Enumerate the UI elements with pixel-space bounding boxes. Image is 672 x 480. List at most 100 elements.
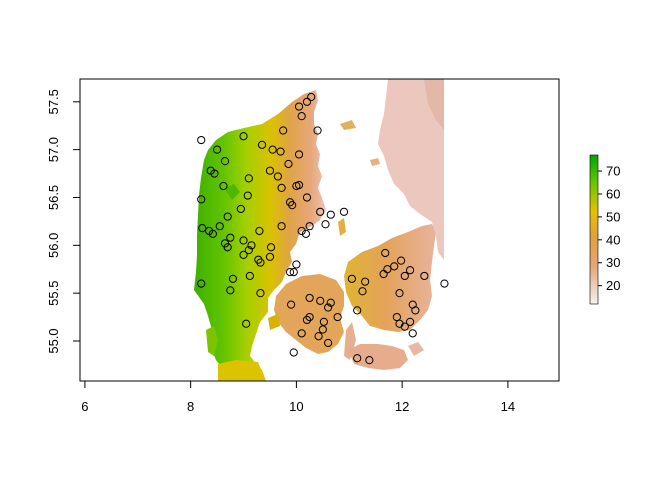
als-raster: [268, 314, 280, 330]
station-point: [210, 169, 219, 178]
y-tick-label: 55.0: [46, 328, 61, 353]
station-point: [395, 289, 404, 298]
station-point: [405, 317, 415, 326]
colorbar-tick-label: 60: [606, 186, 620, 201]
station-point: [339, 207, 349, 216]
x-tick-label: 12: [395, 399, 409, 414]
station-point: [302, 315, 312, 325]
station-point: [197, 195, 206, 204]
station-point: [205, 226, 214, 236]
station-point: [326, 298, 335, 307]
station-point: [273, 172, 282, 181]
station-point: [215, 222, 224, 231]
station-point: [316, 296, 325, 305]
station-point: [244, 246, 253, 255]
station-point: [288, 201, 297, 210]
lolland-raster: [348, 344, 408, 370]
x-tick-label: 14: [501, 399, 515, 414]
station-point: [307, 92, 316, 102]
station-point: [223, 212, 232, 221]
station-point: [440, 279, 449, 288]
colorbar-ramp: [589, 154, 599, 305]
station-points: [197, 92, 449, 365]
station-point: [223, 243, 232, 252]
station-point: [197, 135, 206, 145]
station-point: [289, 268, 298, 277]
station-point: [390, 262, 399, 271]
station-point: [319, 317, 328, 326]
station-point: [256, 289, 265, 298]
station-point: [383, 265, 392, 274]
station-point: [239, 250, 248, 259]
station-point: [266, 243, 276, 252]
station-point: [347, 274, 357, 283]
station-point: [294, 180, 304, 190]
station-point: [294, 150, 304, 159]
station-point: [305, 222, 314, 231]
station-point: [301, 229, 311, 238]
station-point: [411, 306, 420, 315]
station-point: [255, 226, 264, 236]
station-point: [276, 147, 285, 156]
station-point: [239, 236, 248, 245]
station-point: [408, 329, 417, 338]
colorbar-tick-label: 30: [606, 255, 620, 270]
colorbar-tick-label: 50: [606, 209, 620, 224]
limfjord-island-raster: [224, 184, 240, 200]
station-point: [326, 210, 335, 219]
colorbar-tick-label: 40: [606, 232, 620, 247]
x-axis: 6 8 10 12 14: [81, 380, 515, 414]
colorbar-tick-label: 70: [606, 164, 620, 179]
y-axis: 55.0 55.5 56.0 56.5 57.0 57.5: [46, 89, 81, 354]
station-point: [277, 183, 286, 193]
station-point: [219, 181, 228, 191]
station-point: [198, 223, 207, 233]
station-point: [318, 325, 327, 334]
anholt-raster: [370, 158, 380, 166]
station-point: [381, 248, 390, 258]
x-tick-label: 10: [289, 399, 303, 414]
station-point: [289, 348, 298, 357]
station-point: [324, 303, 333, 312]
station-point: [265, 252, 275, 261]
station-point: [396, 256, 406, 265]
station-point: [316, 207, 325, 216]
laeso-raster: [340, 120, 356, 130]
station-point: [292, 260, 301, 269]
station-point: [405, 266, 415, 275]
station-point: [243, 191, 252, 200]
langeland-raster: [344, 322, 356, 360]
station-point: [242, 319, 251, 328]
station-point: [220, 157, 230, 166]
x-tick-label: 8: [187, 399, 194, 414]
station-point: [420, 271, 429, 281]
station-point: [353, 306, 362, 315]
zealand-raster: [344, 224, 436, 332]
station-point: [297, 226, 306, 236]
station-point: [400, 271, 409, 281]
raster-map-layer: [194, 79, 444, 381]
station-point: [277, 222, 286, 231]
samso-raster: [338, 218, 346, 236]
station-point: [321, 220, 330, 229]
station-point: [400, 322, 409, 331]
sweden-upper-raster: [424, 79, 444, 130]
station-point: [361, 277, 370, 286]
station-point: [226, 233, 235, 242]
station-point: [358, 287, 367, 296]
station-point: [257, 140, 267, 149]
station-point: [197, 279, 206, 288]
west-island-raster: [206, 326, 218, 356]
colorbar-tick-label: 20: [606, 278, 620, 293]
y-tick-label: 56.5: [46, 185, 61, 210]
station-point: [297, 112, 306, 121]
station-point: [228, 274, 238, 283]
station-point: [333, 312, 342, 322]
station-point: [254, 255, 263, 264]
station-point: [236, 204, 245, 214]
station-point: [353, 354, 362, 363]
y-tick-label: 56.0: [46, 233, 61, 258]
station-point: [305, 293, 314, 303]
station-point: [279, 126, 288, 135]
